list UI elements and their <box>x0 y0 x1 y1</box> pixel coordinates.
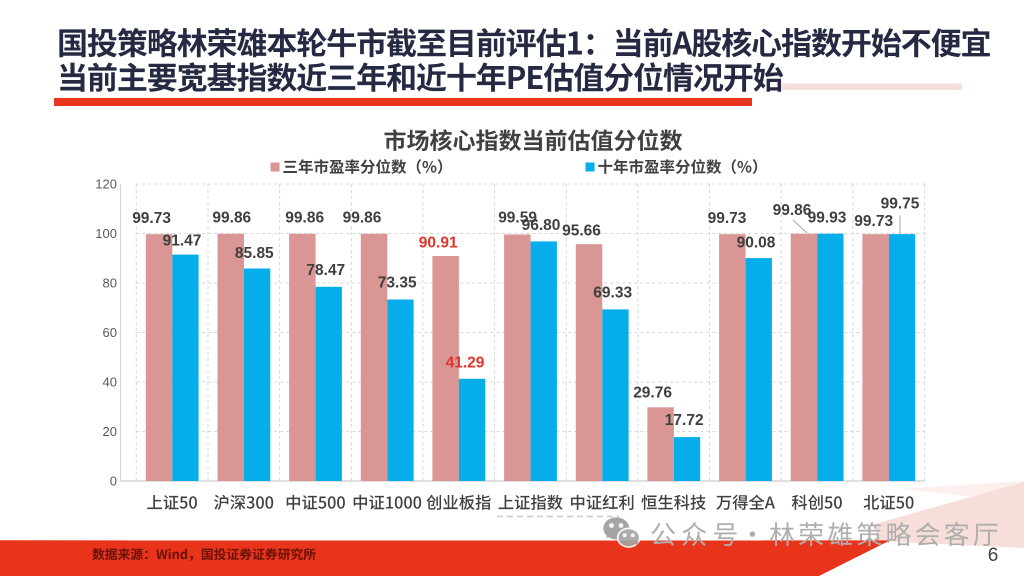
svg-text:91.47: 91.47 <box>163 232 202 249</box>
svg-text:99.73: 99.73 <box>708 210 747 227</box>
svg-text:69.33: 69.33 <box>593 285 632 302</box>
svg-text:40: 40 <box>103 375 117 390</box>
svg-text:99.93: 99.93 <box>808 210 847 227</box>
svg-text:85.85: 85.85 <box>235 245 274 262</box>
svg-text:29.76: 29.76 <box>633 384 672 401</box>
svg-text:99.86: 99.86 <box>773 202 812 219</box>
svg-text:90.08: 90.08 <box>737 235 776 252</box>
svg-text:99.75: 99.75 <box>881 196 920 213</box>
svg-text:73.35: 73.35 <box>378 274 417 291</box>
svg-text:17.72: 17.72 <box>665 412 704 429</box>
svg-text:78.47: 78.47 <box>306 262 345 279</box>
svg-text:99.86: 99.86 <box>285 210 324 227</box>
svg-text:120: 120 <box>95 177 117 192</box>
svg-text:99.73: 99.73 <box>854 213 893 230</box>
svg-text:96.80: 96.80 <box>522 217 561 234</box>
svg-text:95.66: 95.66 <box>562 223 601 240</box>
svg-text:99.86: 99.86 <box>343 210 382 227</box>
svg-text:99.73: 99.73 <box>132 210 171 227</box>
svg-text:6: 6 <box>988 545 999 566</box>
svg-text:0: 0 <box>110 474 117 489</box>
svg-text:100: 100 <box>95 226 117 241</box>
svg-text:60: 60 <box>103 325 117 340</box>
svg-text:20: 20 <box>103 424 117 439</box>
svg-text:80: 80 <box>103 276 117 291</box>
svg-text:99.59: 99.59 <box>498 210 537 227</box>
svg-text:41.29: 41.29 <box>446 355 485 372</box>
svg-text:99.86: 99.86 <box>212 210 251 227</box>
svg-text:90.91: 90.91 <box>419 234 458 251</box>
